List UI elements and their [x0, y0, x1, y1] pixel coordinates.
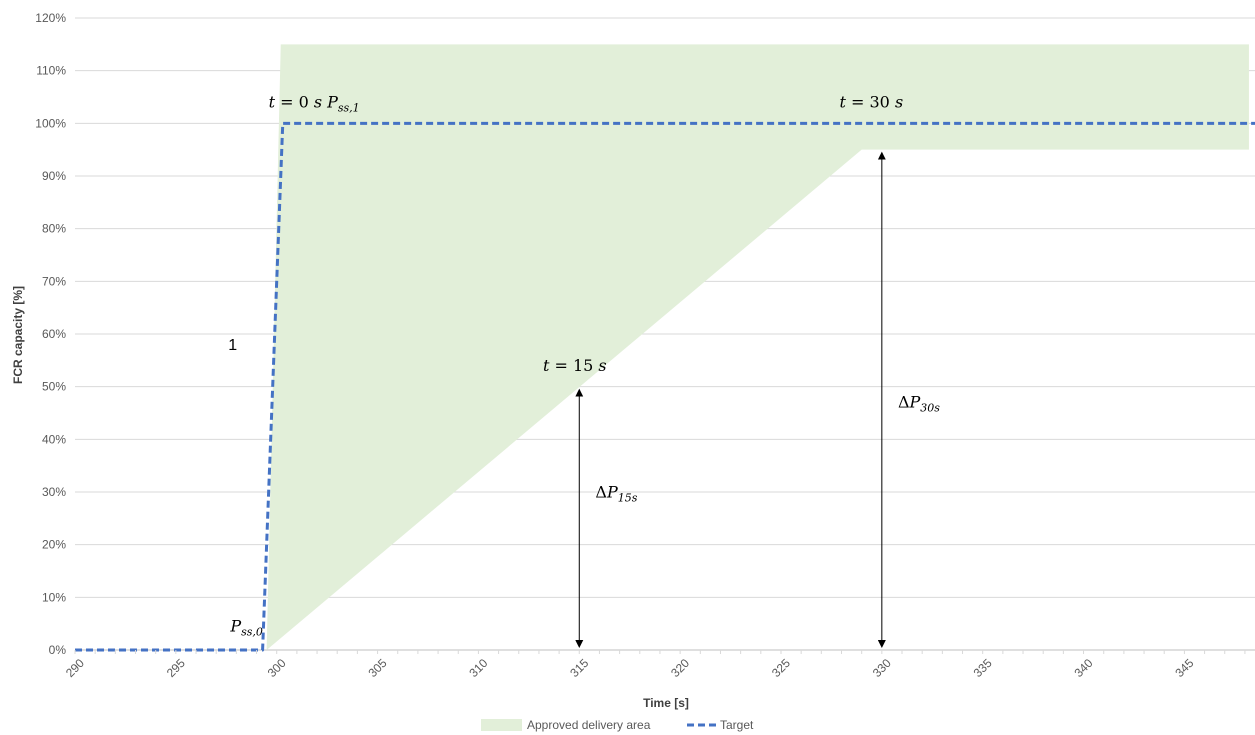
- x-tick-label-5: 315: [567, 656, 591, 680]
- annotation-t30: t = 30 s: [839, 93, 903, 112]
- x-tick-label-4: 310: [466, 656, 490, 680]
- y-tick-label-11: 110%: [36, 64, 66, 78]
- x-tick-label-0: 290: [63, 656, 87, 680]
- annotations: t = 0 s Pss,1 t = 30 s t = 15 s Pss,0 ΔP15s ΔP…: [228, 93, 940, 639]
- x-tick-label-11: 345: [1172, 656, 1196, 680]
- y-axis-title: FCR capacity [%]: [11, 286, 25, 384]
- x-tick-label-7: 325: [769, 656, 793, 680]
- y-tick-label-7: 70%: [42, 274, 66, 288]
- y-tick-label-3: 30%: [42, 485, 66, 499]
- x-tick-label-6: 320: [668, 656, 692, 680]
- approved-delivery-area: [266, 44, 1249, 651]
- y-tick-label-0: 0%: [49, 643, 67, 657]
- y-tick-label-12: 120%: [35, 11, 66, 25]
- legend-label-target: Target: [720, 718, 754, 732]
- x-tick-label-8: 330: [870, 656, 894, 680]
- legend-label-area: Approved delivery area: [527, 718, 651, 732]
- y-tick-label-2: 20%: [42, 538, 66, 552]
- annotation-dp15: ΔP15s: [595, 482, 637, 504]
- x-tick-label-1: 295: [164, 656, 188, 680]
- x-tick-label-3: 305: [366, 656, 390, 680]
- target-polyline: [75, 121, 1255, 652]
- y-tick-label-5: 50%: [42, 380, 66, 394]
- legend-swatch-area: [481, 719, 522, 731]
- annotation-pss1: Pss,1: [326, 93, 360, 115]
- x-axis-title: Time [s]: [643, 696, 689, 710]
- annotation-t0: t = 0 s: [269, 93, 323, 112]
- y-tick-label-6: 60%: [42, 327, 66, 341]
- area-polygon: [266, 44, 1249, 651]
- target-line: [75, 121, 1255, 652]
- y-tick-label-9: 90%: [42, 169, 66, 183]
- annotation-one: 1: [228, 337, 237, 354]
- annotation-pss0: Pss,0: [229, 617, 263, 639]
- annotation-arrows: [575, 151, 886, 648]
- annotation-t15: t = 15 s: [543, 356, 607, 375]
- legend: Approved delivery area Target: [481, 718, 754, 732]
- x-tick-label-9: 335: [971, 656, 995, 680]
- annotation-dp30: ΔP30s: [898, 393, 940, 415]
- x-tick-label-10: 340: [1072, 656, 1096, 680]
- y-tick-label-8: 80%: [42, 222, 66, 236]
- y-tick-label-1: 10%: [42, 590, 66, 604]
- x-tick-label-2: 300: [265, 656, 289, 680]
- y-tick-label-4: 40%: [42, 432, 66, 446]
- y-tick-label-10: 100%: [35, 116, 66, 130]
